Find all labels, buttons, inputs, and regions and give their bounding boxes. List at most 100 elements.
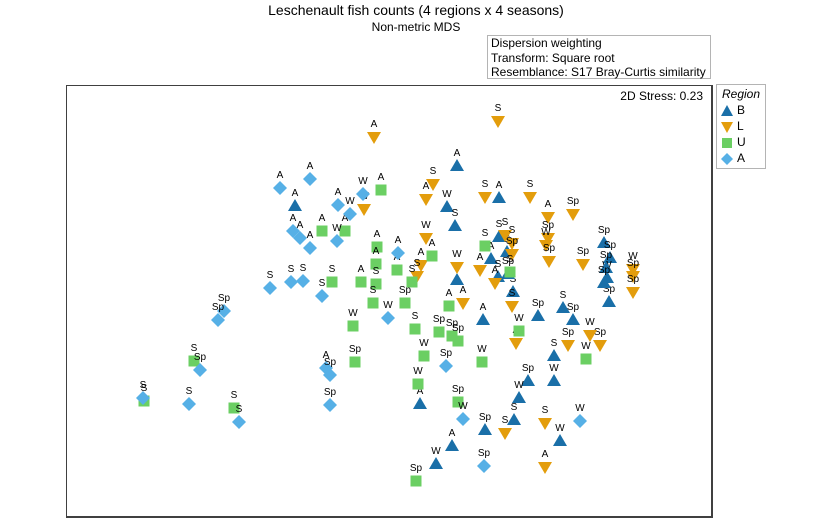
- point-label: Sp: [600, 250, 613, 261]
- triangle-down-marker-icon: [593, 340, 607, 352]
- point-label: A: [297, 220, 304, 231]
- point-label: Sp: [324, 387, 337, 398]
- point-label: S: [527, 179, 534, 190]
- point-label: Sp: [598, 225, 611, 236]
- data-point-a: Sp: [217, 293, 231, 318]
- square-marker-icon: [433, 326, 445, 338]
- data-point-l: S: [538, 405, 552, 430]
- data-point-a: Sp: [211, 302, 225, 327]
- data-point-u: S: [370, 266, 382, 290]
- diamond-marker-icon: [211, 313, 225, 327]
- point-label: Sp: [452, 384, 465, 395]
- square-marker-icon: [367, 297, 379, 309]
- square-marker-icon: [316, 225, 328, 237]
- triangle-down-marker-icon: [426, 179, 440, 191]
- triangle-down-marker-icon: [505, 301, 519, 313]
- triangle-up-marker-icon: [450, 159, 464, 171]
- data-point-b: A: [476, 302, 490, 325]
- data-point-l: S: [505, 288, 519, 313]
- point-label: W: [514, 313, 524, 324]
- point-label: W: [541, 227, 551, 238]
- triangle-down-marker-icon: [583, 330, 597, 342]
- triangle-down-marker-icon: [542, 256, 556, 268]
- point-label: W: [585, 317, 595, 328]
- point-label: A: [460, 285, 467, 296]
- point-label: A: [477, 252, 484, 263]
- point-label: S: [482, 228, 489, 239]
- triangle-down-marker-icon: [626, 271, 640, 283]
- square-marker-icon: [443, 300, 455, 312]
- data-point-a: S: [182, 386, 196, 411]
- point-label: Sp: [543, 243, 556, 254]
- point-label: Sp: [567, 196, 580, 207]
- data-point-l: A: [419, 181, 433, 206]
- triangle-up-marker-icon: [484, 252, 498, 264]
- triangle-up-marker-icon: [440, 200, 454, 212]
- point-label: W: [628, 251, 638, 262]
- point-label: W: [383, 300, 393, 311]
- data-point-a: W: [381, 300, 395, 325]
- data-point-l: W: [583, 317, 597, 342]
- data-point-u: W: [476, 344, 488, 368]
- triangle-up-marker-icon: [476, 313, 490, 325]
- data-point-l: Sp: [576, 246, 590, 271]
- triangle-up-marker-icon: [507, 413, 521, 425]
- point-label: A: [358, 264, 365, 275]
- data-point-b: A: [492, 180, 506, 203]
- square-marker-icon: [412, 378, 424, 390]
- triangle-up-marker-icon: [547, 374, 561, 386]
- data-point-u: S: [228, 390, 240, 414]
- triangle-down-marker-icon: [491, 116, 505, 128]
- diamond-marker-icon: [217, 304, 231, 318]
- point-label: A: [488, 241, 495, 252]
- point-label: A: [319, 213, 326, 224]
- data-point-a: Sp: [439, 348, 453, 373]
- triangle-down-icon: [721, 122, 733, 133]
- point-label: Sp: [399, 285, 412, 296]
- data-point-u: S: [409, 311, 421, 335]
- data-point-l: W: [626, 251, 640, 276]
- point-label: S: [560, 290, 567, 301]
- point-label: S: [551, 338, 558, 349]
- data-point-l: A: [367, 119, 381, 144]
- data-point-b: S: [556, 290, 570, 313]
- data-point-a: W: [573, 403, 587, 428]
- data-point-a: Sp: [477, 448, 491, 473]
- point-label: A: [480, 302, 487, 313]
- triangle-down-marker-icon: [523, 192, 537, 204]
- triangle-down-marker-icon: [450, 262, 464, 274]
- triangle-down-marker-icon: [509, 338, 523, 350]
- diamond-marker-icon: [323, 368, 337, 382]
- point-label: S: [507, 254, 514, 265]
- square-marker-icon: [452, 335, 464, 347]
- point-label: Sp: [410, 463, 423, 474]
- triangle-up-marker-icon: [448, 219, 462, 231]
- point-label: W: [419, 338, 429, 349]
- point-label: S: [141, 383, 148, 394]
- point-label: Sp: [194, 352, 207, 363]
- point-label: A: [429, 238, 436, 249]
- square-marker-icon: [513, 325, 525, 337]
- data-point-u: Sp: [446, 318, 459, 342]
- point-label: A: [378, 172, 385, 183]
- triangle-down-marker-icon: [538, 462, 552, 474]
- point-label: W: [575, 403, 585, 414]
- data-point-b: S: [492, 219, 506, 242]
- square-marker-icon: [476, 356, 488, 368]
- triangle-up-marker-icon: [512, 391, 526, 403]
- point-label: S: [409, 264, 416, 275]
- plot-area: 2D Stress: 0.23: [66, 85, 713, 518]
- triangle-down-marker-icon: [419, 194, 433, 206]
- point-label: S: [542, 405, 549, 416]
- data-point-l: Sp: [541, 220, 555, 245]
- point-label: Sp: [433, 314, 446, 325]
- diamond-marker-icon: [439, 359, 453, 373]
- point-label: A: [290, 213, 297, 224]
- triangle-down-marker-icon: [478, 192, 492, 204]
- data-point-u: A: [443, 288, 455, 312]
- triangle-down-marker-icon: [498, 428, 512, 440]
- point-label: A: [545, 199, 552, 210]
- point-label: S: [288, 264, 295, 275]
- data-point-b: W: [512, 380, 526, 403]
- point-label: Sp: [577, 246, 590, 257]
